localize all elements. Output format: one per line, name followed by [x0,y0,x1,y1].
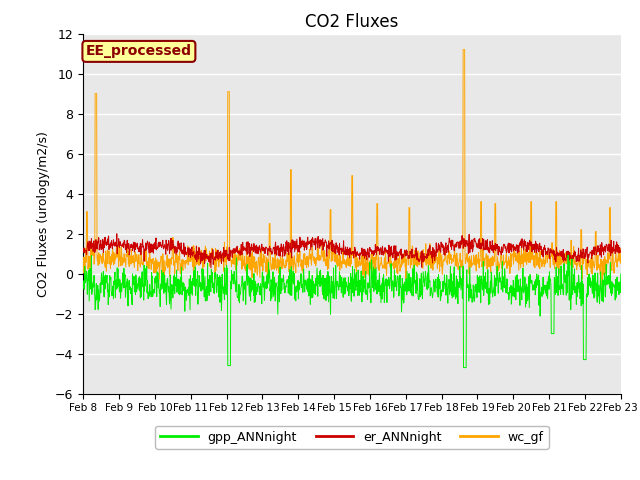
Y-axis label: CO2 Fluxes (urology/m2/s): CO2 Fluxes (urology/m2/s) [36,131,49,297]
Text: EE_processed: EE_processed [86,44,192,59]
Legend: gpp_ANNnight, er_ANNnight, wc_gf: gpp_ANNnight, er_ANNnight, wc_gf [155,426,549,448]
Title: CO2 Fluxes: CO2 Fluxes [305,12,399,31]
